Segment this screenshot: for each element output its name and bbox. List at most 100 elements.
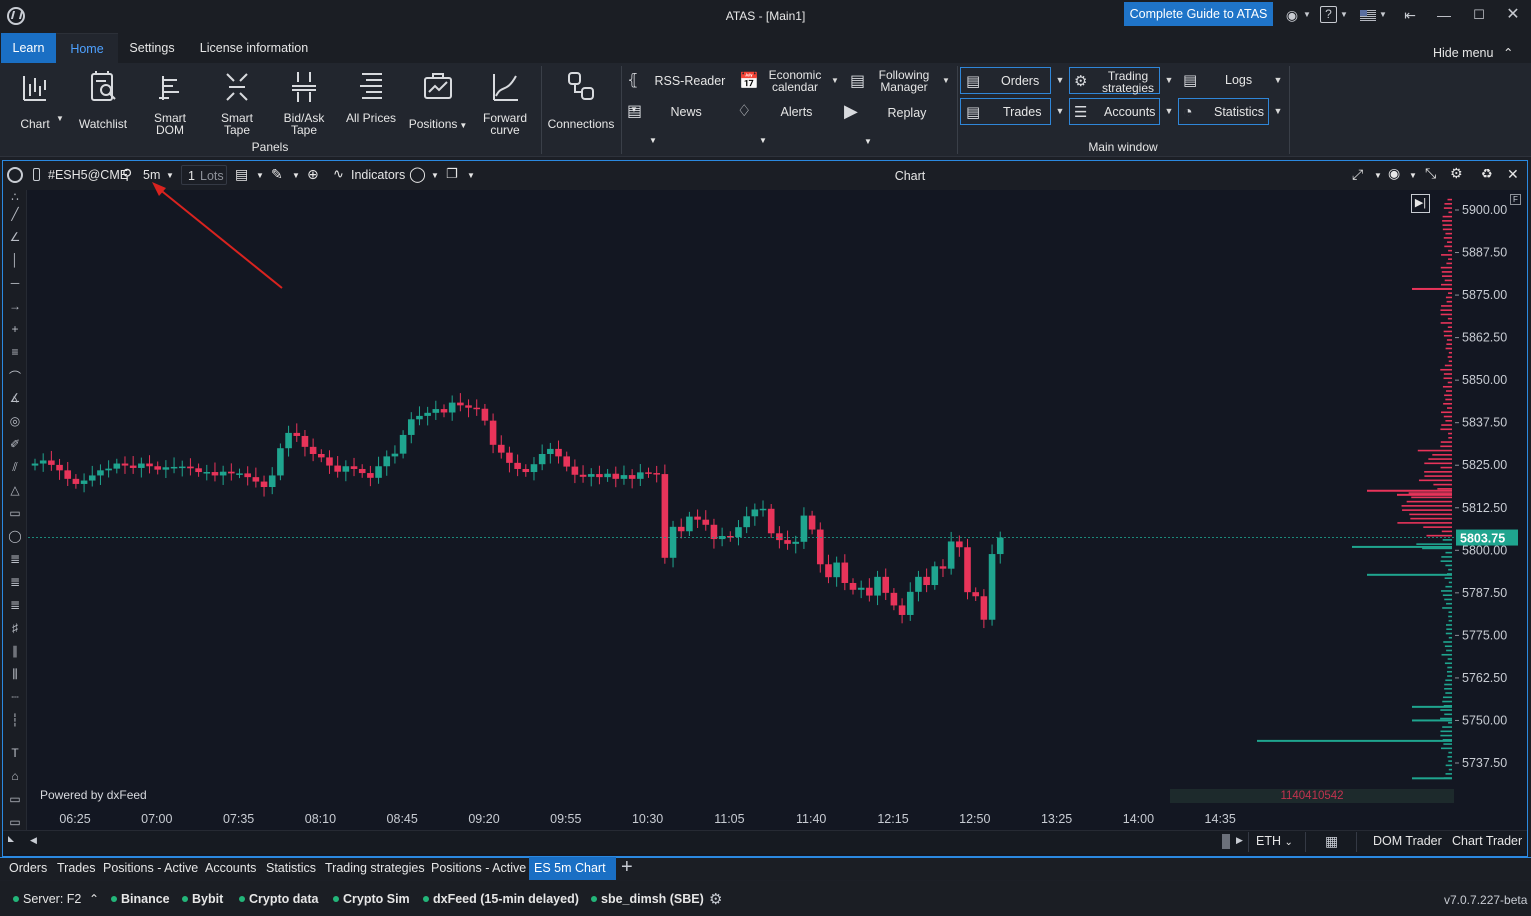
following-manager-button[interactable]: ▤ Following Manager ▼: [848, 67, 956, 94]
bottom-tab-trades[interactable]: Trades: [57, 861, 96, 875]
chevron-down-icon[interactable]: ▼: [1379, 10, 1387, 19]
ellipse-icon[interactable]: ◯: [8, 529, 22, 543]
bottom-tab-es-5m-chart[interactable]: ES 5m Chart: [529, 857, 616, 880]
pencil-icon[interactable]: ✎: [271, 166, 283, 182]
calendar-icon[interactable]: ▦: [1325, 833, 1339, 849]
orders-button[interactable]: ▤ Orders: [960, 67, 1051, 94]
levels-3-icon[interactable]: ≣: [9, 598, 21, 612]
rss-reader-button[interactable]: ⦃ RSS-Reader ▼: [627, 67, 734, 114]
pin-icon[interactable]: ♻: [1481, 166, 1493, 181]
complete-guide-button[interactable]: Complete Guide to ATAS: [1124, 2, 1273, 26]
candlestick-chart[interactable]: [28, 190, 1454, 800]
smart-dom-button[interactable]: Smart DOM: [145, 70, 195, 136]
chevron-down-icon[interactable]: ▼: [1340, 10, 1348, 19]
settings-gear-icon[interactable]: ⚙: [1450, 165, 1463, 181]
scroll-left-icon[interactable]: ◀: [30, 835, 37, 845]
text-icon[interactable]: T: [11, 746, 19, 760]
chevron-down-icon[interactable]: ▼: [467, 171, 475, 180]
replay-button[interactable]: ▶ Replay ▼: [844, 98, 956, 146]
watchlist-button[interactable]: Watchlist: [74, 70, 132, 130]
smart-tape-button[interactable]: Smart Tape: [212, 70, 262, 136]
lots-input[interactable]: 1 Lots: [181, 165, 227, 185]
connection-dxfeed[interactable]: dxFeed (15-min delayed): [423, 892, 579, 906]
template-icon[interactable]: ◯: [409, 166, 426, 183]
forward-curve-button[interactable]: Forward curve: [478, 70, 532, 136]
volume-icon[interactable]: ♯: [12, 621, 18, 635]
chart-trader-button[interactable]: Chart Trader: [1452, 834, 1523, 848]
help-icon[interactable]: ?: [1320, 6, 1337, 23]
indicators-button[interactable]: Indicators: [351, 168, 406, 182]
search-icon[interactable]: ⚲: [122, 166, 133, 182]
curve-icon[interactable]: ⌒: [8, 370, 21, 384]
bottom-tab-positions-active[interactable]: Positions - Active: [103, 861, 199, 875]
tab-learn[interactable]: Learn: [1, 33, 56, 63]
connection-sbe-dimsh[interactable]: sbe_dimsh (SBE): [591, 892, 704, 906]
session-selector[interactable]: ETH ⌄: [1256, 834, 1293, 848]
fullscreen-icon[interactable]: ⤡: [1425, 165, 1437, 181]
chevron-down-icon[interactable]: ▼: [1273, 106, 1283, 116]
bid-ask-tape-button[interactable]: Bid/Ask Tape: [279, 70, 329, 136]
chevron-down-icon[interactable]: ▼: [1303, 10, 1311, 19]
trades-button[interactable]: ▤ Trades: [960, 98, 1051, 125]
chevron-down-icon[interactable]: ▼: [1055, 75, 1065, 85]
chevron-down-icon[interactable]: ▼: [1164, 75, 1174, 85]
triangle-icon[interactable]: △: [10, 483, 20, 497]
statistics-button[interactable]: ◔ Statistics: [1178, 98, 1269, 125]
collapse-icon[interactable]: ⤢: [1352, 166, 1364, 182]
rectangle-icon[interactable]: ▭: [9, 506, 21, 520]
timeframe-selector[interactable]: 5m: [143, 168, 161, 182]
horizontal-line-icon[interactable]: ─: [10, 276, 20, 290]
indicators-icon[interactable]: ∿: [333, 166, 344, 181]
chevron-down-icon[interactable]: ▼: [1164, 106, 1174, 116]
chevron-down-icon[interactable]: ▼: [166, 171, 174, 180]
maximize-icon[interactable]: ☐: [1473, 7, 1485, 22]
chart-button[interactable]: Chart: [10, 70, 60, 130]
trading-strategies-button[interactable]: ⚙ Trading strategies: [1069, 67, 1160, 94]
scroll-to-end-icon[interactable]: ▶|: [1411, 194, 1430, 213]
ruler-icon[interactable]: ✐: [9, 437, 21, 451]
close-icon[interactable]: ✕: [1506, 6, 1520, 23]
tab-license-information[interactable]: License information: [199, 41, 309, 55]
fib-icon[interactable]: ≡: [11, 345, 19, 359]
connection-binance[interactable]: Binance: [111, 892, 170, 906]
connection-bybit[interactable]: Bybit: [182, 892, 223, 906]
scrollbar-thumb[interactable]: [1222, 834, 1230, 849]
atas-logo-icon[interactable]: [7, 167, 23, 183]
connection-crypto-data[interactable]: Crypto data: [239, 892, 318, 906]
accounts-button[interactable]: ☰ Accounts: [1069, 98, 1160, 125]
chevron-down-icon[interactable]: ▼: [1055, 106, 1065, 116]
connection-crypto-sim[interactable]: Crypto Sim: [333, 892, 410, 906]
tag-icon[interactable]: ⌂: [11, 769, 19, 783]
levels-2-icon[interactable]: ≣: [9, 575, 21, 589]
callout-icon[interactable]: ▭: [9, 815, 21, 829]
connections-settings-icon[interactable]: ⚙: [709, 891, 723, 908]
chevron-down-icon[interactable]: ▼: [1409, 171, 1417, 180]
bottom-tab-orders[interactable]: Orders: [9, 861, 48, 875]
close-chart-icon[interactable]: ✕: [1507, 166, 1519, 182]
language-flag-icon[interactable]: [1360, 10, 1376, 21]
line-icon[interactable]: ╱: [11, 207, 19, 221]
bottom-tab-statistics[interactable]: Statistics: [266, 861, 317, 875]
label-icon[interactable]: ▭: [9, 792, 21, 806]
dotted-column-icon[interactable]: ┆: [11, 713, 19, 727]
levels-icon[interactable]: ≣: [9, 552, 21, 566]
bottom-tab-trading-strategies[interactable]: Trading strategies: [325, 861, 425, 875]
symbol-selector[interactable]: #ESH5@CME: [48, 168, 129, 182]
bottom-tab-positions-active-2[interactable]: Positions - Active: [431, 861, 527, 875]
corner-resize-icon[interactable]: [8, 836, 14, 842]
hide-menu-button[interactable]: Hide menu ⌃: [1433, 45, 1513, 60]
footprint-toggle-icon[interactable]: F: [1510, 194, 1521, 205]
notes-icon[interactable]: ▤: [235, 166, 249, 182]
screenshot-icon[interactable]: ◉: [1388, 165, 1401, 181]
chevron-up-icon[interactable]: ⌃: [89, 892, 100, 906]
all-prices-button[interactable]: All Prices: [346, 70, 396, 124]
fan-icon[interactable]: ∥: [12, 644, 18, 658]
connections-button[interactable]: Connections: [546, 70, 616, 130]
windows-icon[interactable]: ❐: [446, 166, 458, 181]
dom-trader-button[interactable]: DOM Trader: [1373, 834, 1442, 848]
server-status[interactable]: Server: F2: [13, 892, 81, 906]
tab-home[interactable]: Home: [56, 33, 118, 63]
logs-button[interactable]: ▤ Logs: [1179, 67, 1269, 94]
chevron-down-icon[interactable]: ▼: [292, 171, 300, 180]
phone-icon[interactable]: [33, 168, 40, 181]
